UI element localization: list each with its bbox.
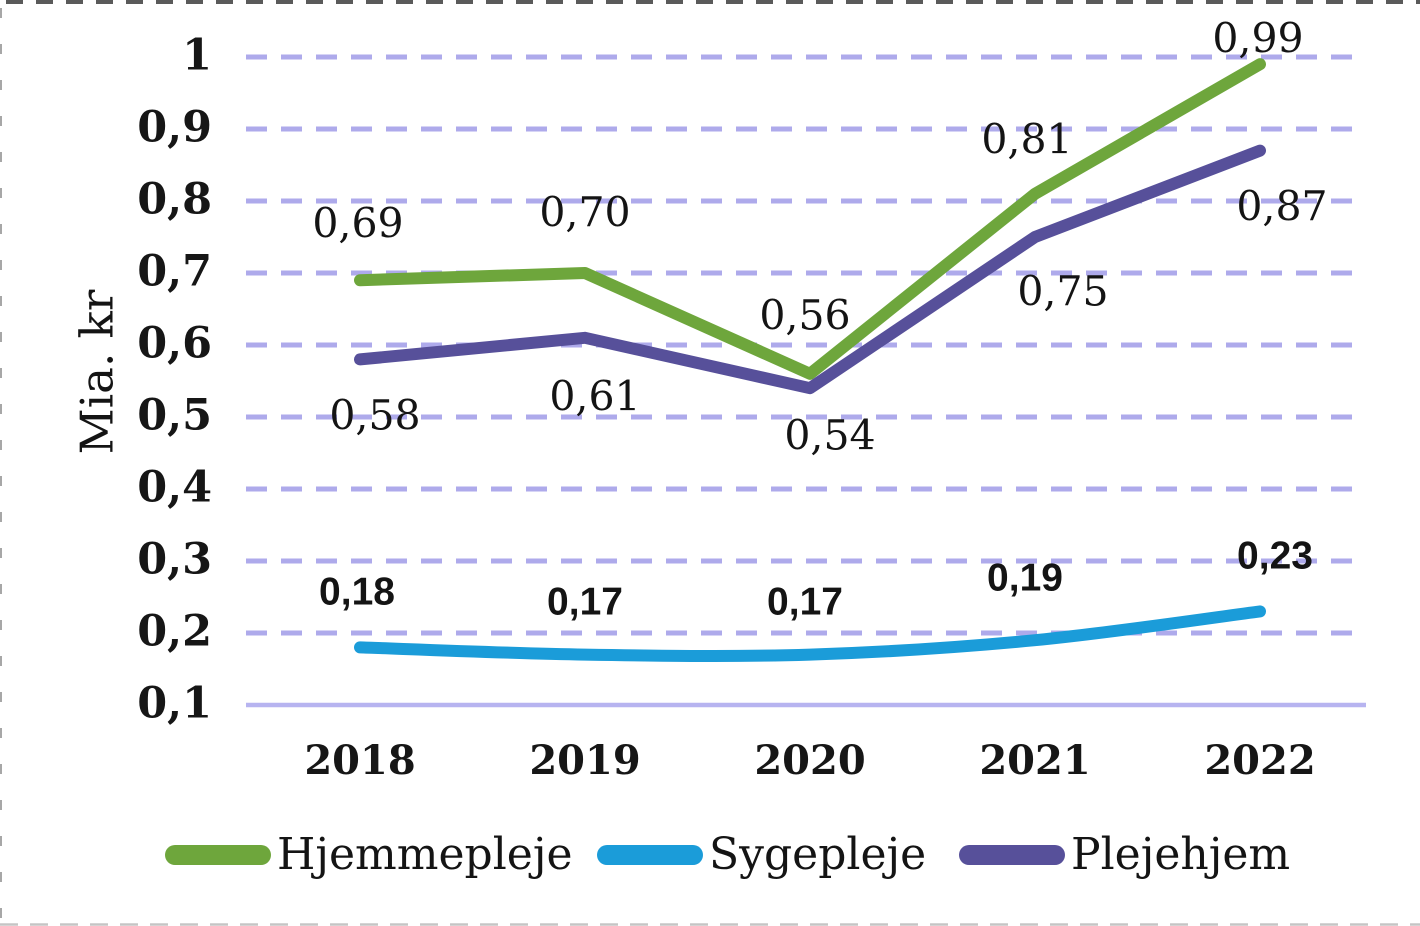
- x-tick-label: 2021: [979, 737, 1091, 784]
- y-axis-title: Mia. kr: [70, 289, 124, 455]
- data-label-plejehjem: 0,87: [1236, 182, 1328, 231]
- x-tick-label: 2020: [754, 737, 866, 784]
- x-tick-label: 2019: [529, 737, 641, 784]
- data-label-sygepleje: 0,17: [547, 580, 623, 624]
- data-label-hjemmepleje: 0,69: [312, 199, 404, 248]
- data-label-hjemmepleje: 0,70: [539, 188, 631, 237]
- y-tick-label: 1: [182, 30, 212, 81]
- data-label-hjemmepleje: 0,56: [759, 291, 851, 340]
- y-tick-label: 0,2: [137, 606, 212, 657]
- x-tick-label: 2018: [304, 737, 416, 784]
- y-tick-label: 0,4: [137, 462, 212, 513]
- y-tick-label: 0,3: [137, 534, 212, 585]
- y-tick-label: 0,8: [137, 174, 212, 225]
- data-label-sygepleje: 0,18: [319, 570, 395, 614]
- y-tick-label: 0,1: [137, 678, 212, 729]
- data-label-plejehjem: 0,58: [329, 391, 421, 440]
- data-label-sygepleje: 0,17: [767, 580, 843, 624]
- y-tick-label: 0,6: [137, 318, 212, 369]
- series-line-sygepleje: [354, 605, 1266, 662]
- y-tick-label: 0,7: [137, 246, 212, 297]
- data-label-hjemmepleje: 0,99: [1212, 14, 1304, 63]
- y-tick-label: 0,5: [137, 390, 212, 441]
- series-line-plejehjem: [354, 144, 1266, 395]
- data-label-plejehjem: 0,75: [1017, 267, 1109, 316]
- data-label-hjemmepleje: 0,81: [981, 115, 1073, 164]
- x-tick-label: 2022: [1204, 737, 1316, 784]
- series-line-hjemmepleje: [354, 58, 1266, 380]
- data-label-plejehjem: 0,54: [784, 411, 876, 460]
- data-label-plejehjem: 0,61: [549, 372, 641, 421]
- data-label-sygepleje: 0,23: [1237, 534, 1313, 578]
- y-tick-label: 0,9: [137, 102, 212, 153]
- data-label-sygepleje: 0,19: [987, 556, 1063, 600]
